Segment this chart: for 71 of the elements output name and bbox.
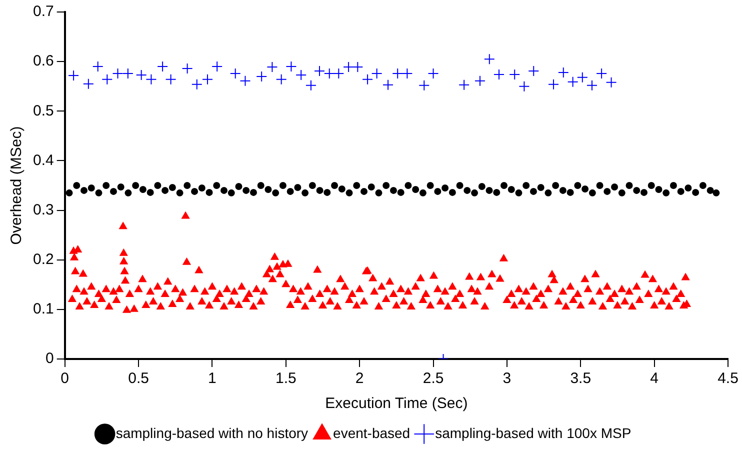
point [314,65,325,76]
point [146,74,157,85]
x-tick-label: 3 [502,370,512,388]
y-tick-label: 0.4 [32,152,54,169]
point [68,70,80,81]
point [418,80,430,91]
point [558,66,569,78]
point [509,68,520,80]
y-tick-label: 0.6 [32,52,54,70]
point [136,69,147,80]
x-tick-label: 4.5 [718,370,738,388]
x-tick-label: 1 [208,370,216,388]
x-axis-title: Execution Time (Sec) [325,395,468,412]
point [428,68,439,79]
y-tick-label: 0.7 [32,3,54,20]
point [191,78,202,90]
y-tick-label: 0.1 [32,300,54,318]
point [102,74,113,85]
point [202,74,214,85]
y-axis-title: Overhead (MSec) [8,126,26,245]
point [212,61,223,72]
point [392,68,404,79]
y-tick-label: 0.2 [32,251,54,268]
point [474,75,486,86]
point [92,61,104,72]
point [112,68,124,79]
point [230,68,241,79]
x-tick-label: 3.5 [570,370,592,388]
point [402,68,413,79]
point [165,74,176,85]
point [362,74,374,85]
point [548,78,560,90]
x-tick-label: 1.5 [275,370,296,388]
x-tick-label: 4 [650,370,658,388]
x-tick-label: 2.5 [422,370,444,388]
point [276,74,287,85]
point [343,62,354,73]
x-tick-label: 2 [355,370,364,388]
point [586,80,598,91]
legend-label: sampling-based with 100x MSP [435,424,632,441]
point [266,62,278,73]
point [296,69,307,80]
point [576,72,588,83]
point [82,78,94,90]
point [305,80,316,91]
point [567,76,578,88]
point [596,68,608,79]
y-tick-label: 0.5 [32,102,54,120]
point [606,76,617,88]
point [324,68,335,79]
point [382,79,394,90]
point [256,70,268,82]
y-tick-label: 0.3 [32,201,54,218]
legend-label: sampling-based with no history [116,424,308,441]
point [333,68,344,79]
point [157,61,168,72]
x-tick-label: 0 [60,370,70,388]
legend-label: event-based [333,424,410,441]
x-tick-label: 0.5 [128,370,149,388]
point [182,63,193,74]
point [528,65,540,76]
point [458,79,470,90]
point [371,68,382,79]
point [484,54,495,65]
point [352,62,364,73]
point [240,75,251,86]
point [518,80,530,92]
point [286,61,297,72]
point [122,68,134,79]
y-tick-label: 0 [46,350,54,368]
point [493,68,504,80]
